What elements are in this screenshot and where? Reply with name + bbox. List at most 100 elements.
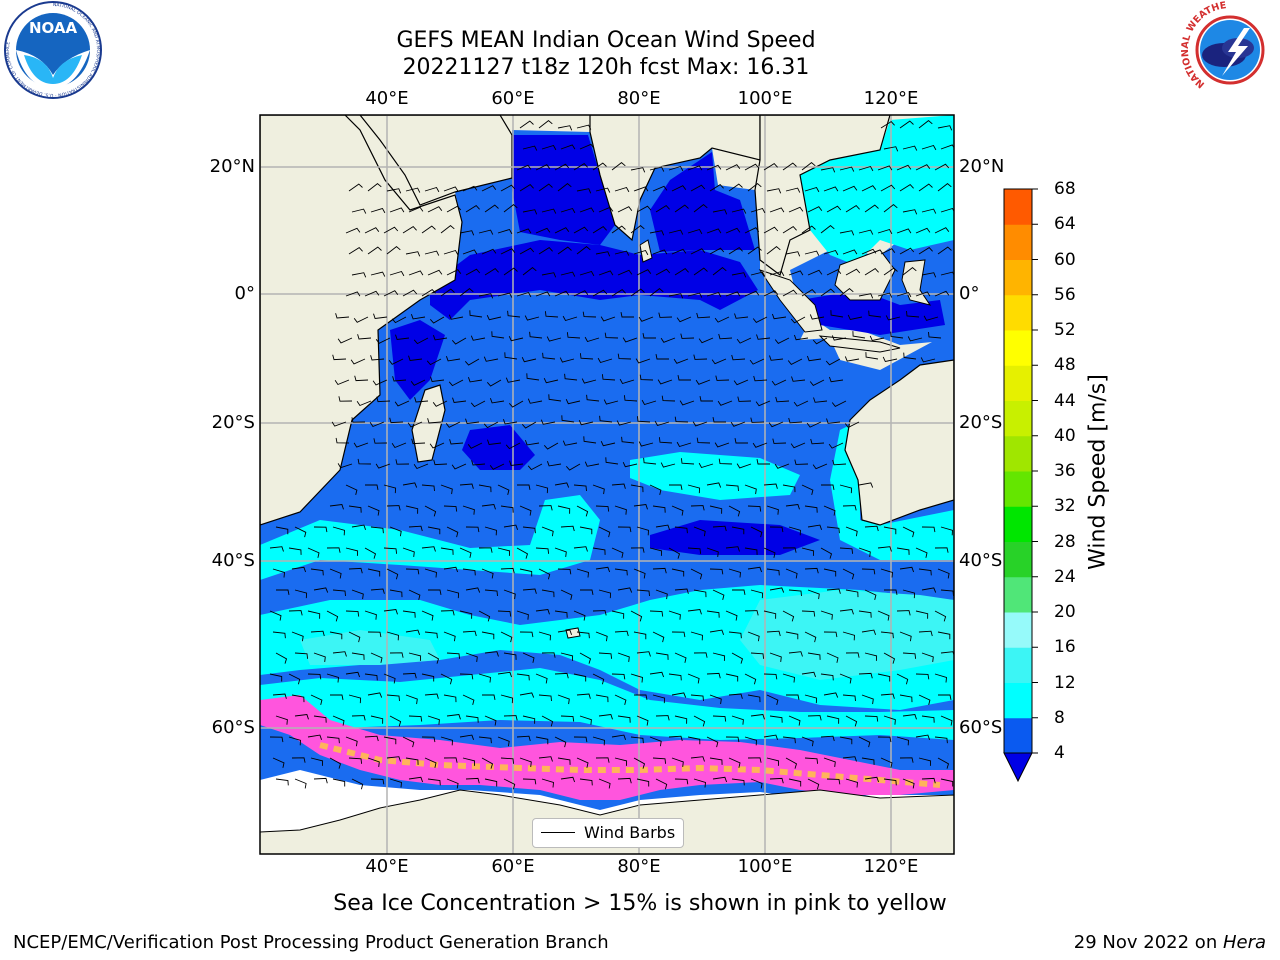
wind-barb (516, 735, 531, 742)
wind-barb (725, 484, 739, 492)
wind-barb (744, 610, 759, 616)
wind-barb (351, 417, 366, 423)
wind-barb (519, 247, 535, 255)
wind-barb (882, 356, 898, 363)
wind-barb (782, 162, 797, 171)
sea-ice-caption: Sea Ice Concentration > 15% is shown in … (0, 891, 1280, 916)
wind-barb (504, 352, 518, 360)
wind-barb (845, 205, 860, 213)
wind-barb (690, 631, 703, 641)
wind-barb (774, 463, 790, 469)
wind-barb (788, 206, 804, 213)
arabia-coast (359, 115, 513, 206)
wind-barb (540, 419, 556, 425)
colorbar-segment (1004, 189, 1032, 225)
wind-barb (617, 526, 632, 533)
wind-barb (772, 438, 787, 444)
wind-barb (747, 631, 760, 642)
wind-barb (432, 400, 448, 407)
wind-barb (657, 379, 673, 385)
wind-barb (508, 336, 524, 342)
wind-barb (728, 631, 742, 639)
wind-barb (812, 337, 828, 345)
wind-barb (899, 757, 914, 763)
wind-barb (915, 610, 929, 619)
colorbar-tick-label: 16 (1054, 637, 1076, 658)
wind-barb (503, 204, 518, 213)
wind-barb (693, 715, 706, 727)
wind-barb (785, 187, 801, 193)
wind-barb (652, 694, 666, 704)
wind-barb (617, 206, 633, 213)
wind-barb (348, 505, 362, 513)
wind-barb (600, 441, 616, 447)
wind-barb (880, 248, 896, 255)
wind-barb (769, 715, 783, 723)
wind-barb (427, 652, 440, 664)
wind-barb (915, 673, 930, 680)
wind-barb (459, 610, 473, 619)
wind-barb (353, 316, 369, 323)
wind-barb (731, 272, 747, 278)
wind-barb (801, 610, 816, 617)
wind-barb (484, 526, 497, 536)
wind-barb (275, 526, 289, 535)
sumatra (758, 269, 823, 333)
wind-barb (868, 310, 882, 318)
wind-barb (332, 778, 346, 787)
wind-barb (649, 547, 663, 556)
wind-barb (918, 120, 933, 129)
wind-barb (673, 358, 689, 364)
wind-barb (307, 547, 320, 558)
wind-barb (787, 358, 803, 365)
wind-barb (332, 651, 347, 657)
wind-barb (883, 652, 896, 664)
wind-barb (557, 757, 571, 765)
wind-barb (370, 355, 385, 361)
wind-barbs (269, 120, 954, 790)
wind-barb (386, 505, 401, 511)
wind-barb (389, 778, 402, 788)
wind-barb (785, 504, 800, 510)
wind-barb (858, 736, 871, 748)
wind-barb (405, 757, 419, 765)
wind-barb (677, 375, 691, 381)
wind-barb (844, 356, 860, 362)
wind-barb (747, 566, 763, 573)
wind-barb (635, 358, 651, 364)
wind-barb (519, 505, 532, 516)
wind-barb (446, 652, 461, 659)
wind-barb (636, 651, 651, 657)
wind-band-lt4-indonesia (800, 290, 945, 335)
wind-barb (505, 377, 521, 383)
lon-tick-bottom: 60°E (491, 856, 535, 877)
wind-barb (560, 207, 576, 214)
wind-barb (839, 609, 854, 615)
wind-barb (752, 316, 768, 323)
wind-barb (671, 692, 687, 698)
wind-barb (728, 505, 741, 517)
wind-barb (864, 525, 879, 532)
wind-barb (275, 652, 288, 664)
wind-barb (617, 587, 633, 593)
wind-barb (717, 400, 733, 406)
wind-barb (655, 205, 670, 213)
wind-barb (877, 736, 892, 743)
wind-barb (864, 776, 880, 783)
wind-barb (896, 673, 909, 685)
wind-barb (934, 547, 949, 553)
wind-barb (497, 736, 510, 747)
wind-barb (542, 352, 556, 360)
wind-barb (693, 354, 708, 360)
wind-barb (807, 715, 822, 721)
wind-barb (831, 335, 847, 341)
lon-tick-bottom: 40°E (365, 856, 409, 877)
wind-barb (636, 269, 652, 276)
wind-barb (546, 461, 562, 467)
wind-barb (679, 400, 695, 406)
wind-barb (446, 205, 462, 213)
wind-barb (370, 526, 384, 534)
wind-barb (661, 395, 676, 402)
wind-barb (809, 314, 825, 320)
wind-barb (921, 587, 937, 593)
